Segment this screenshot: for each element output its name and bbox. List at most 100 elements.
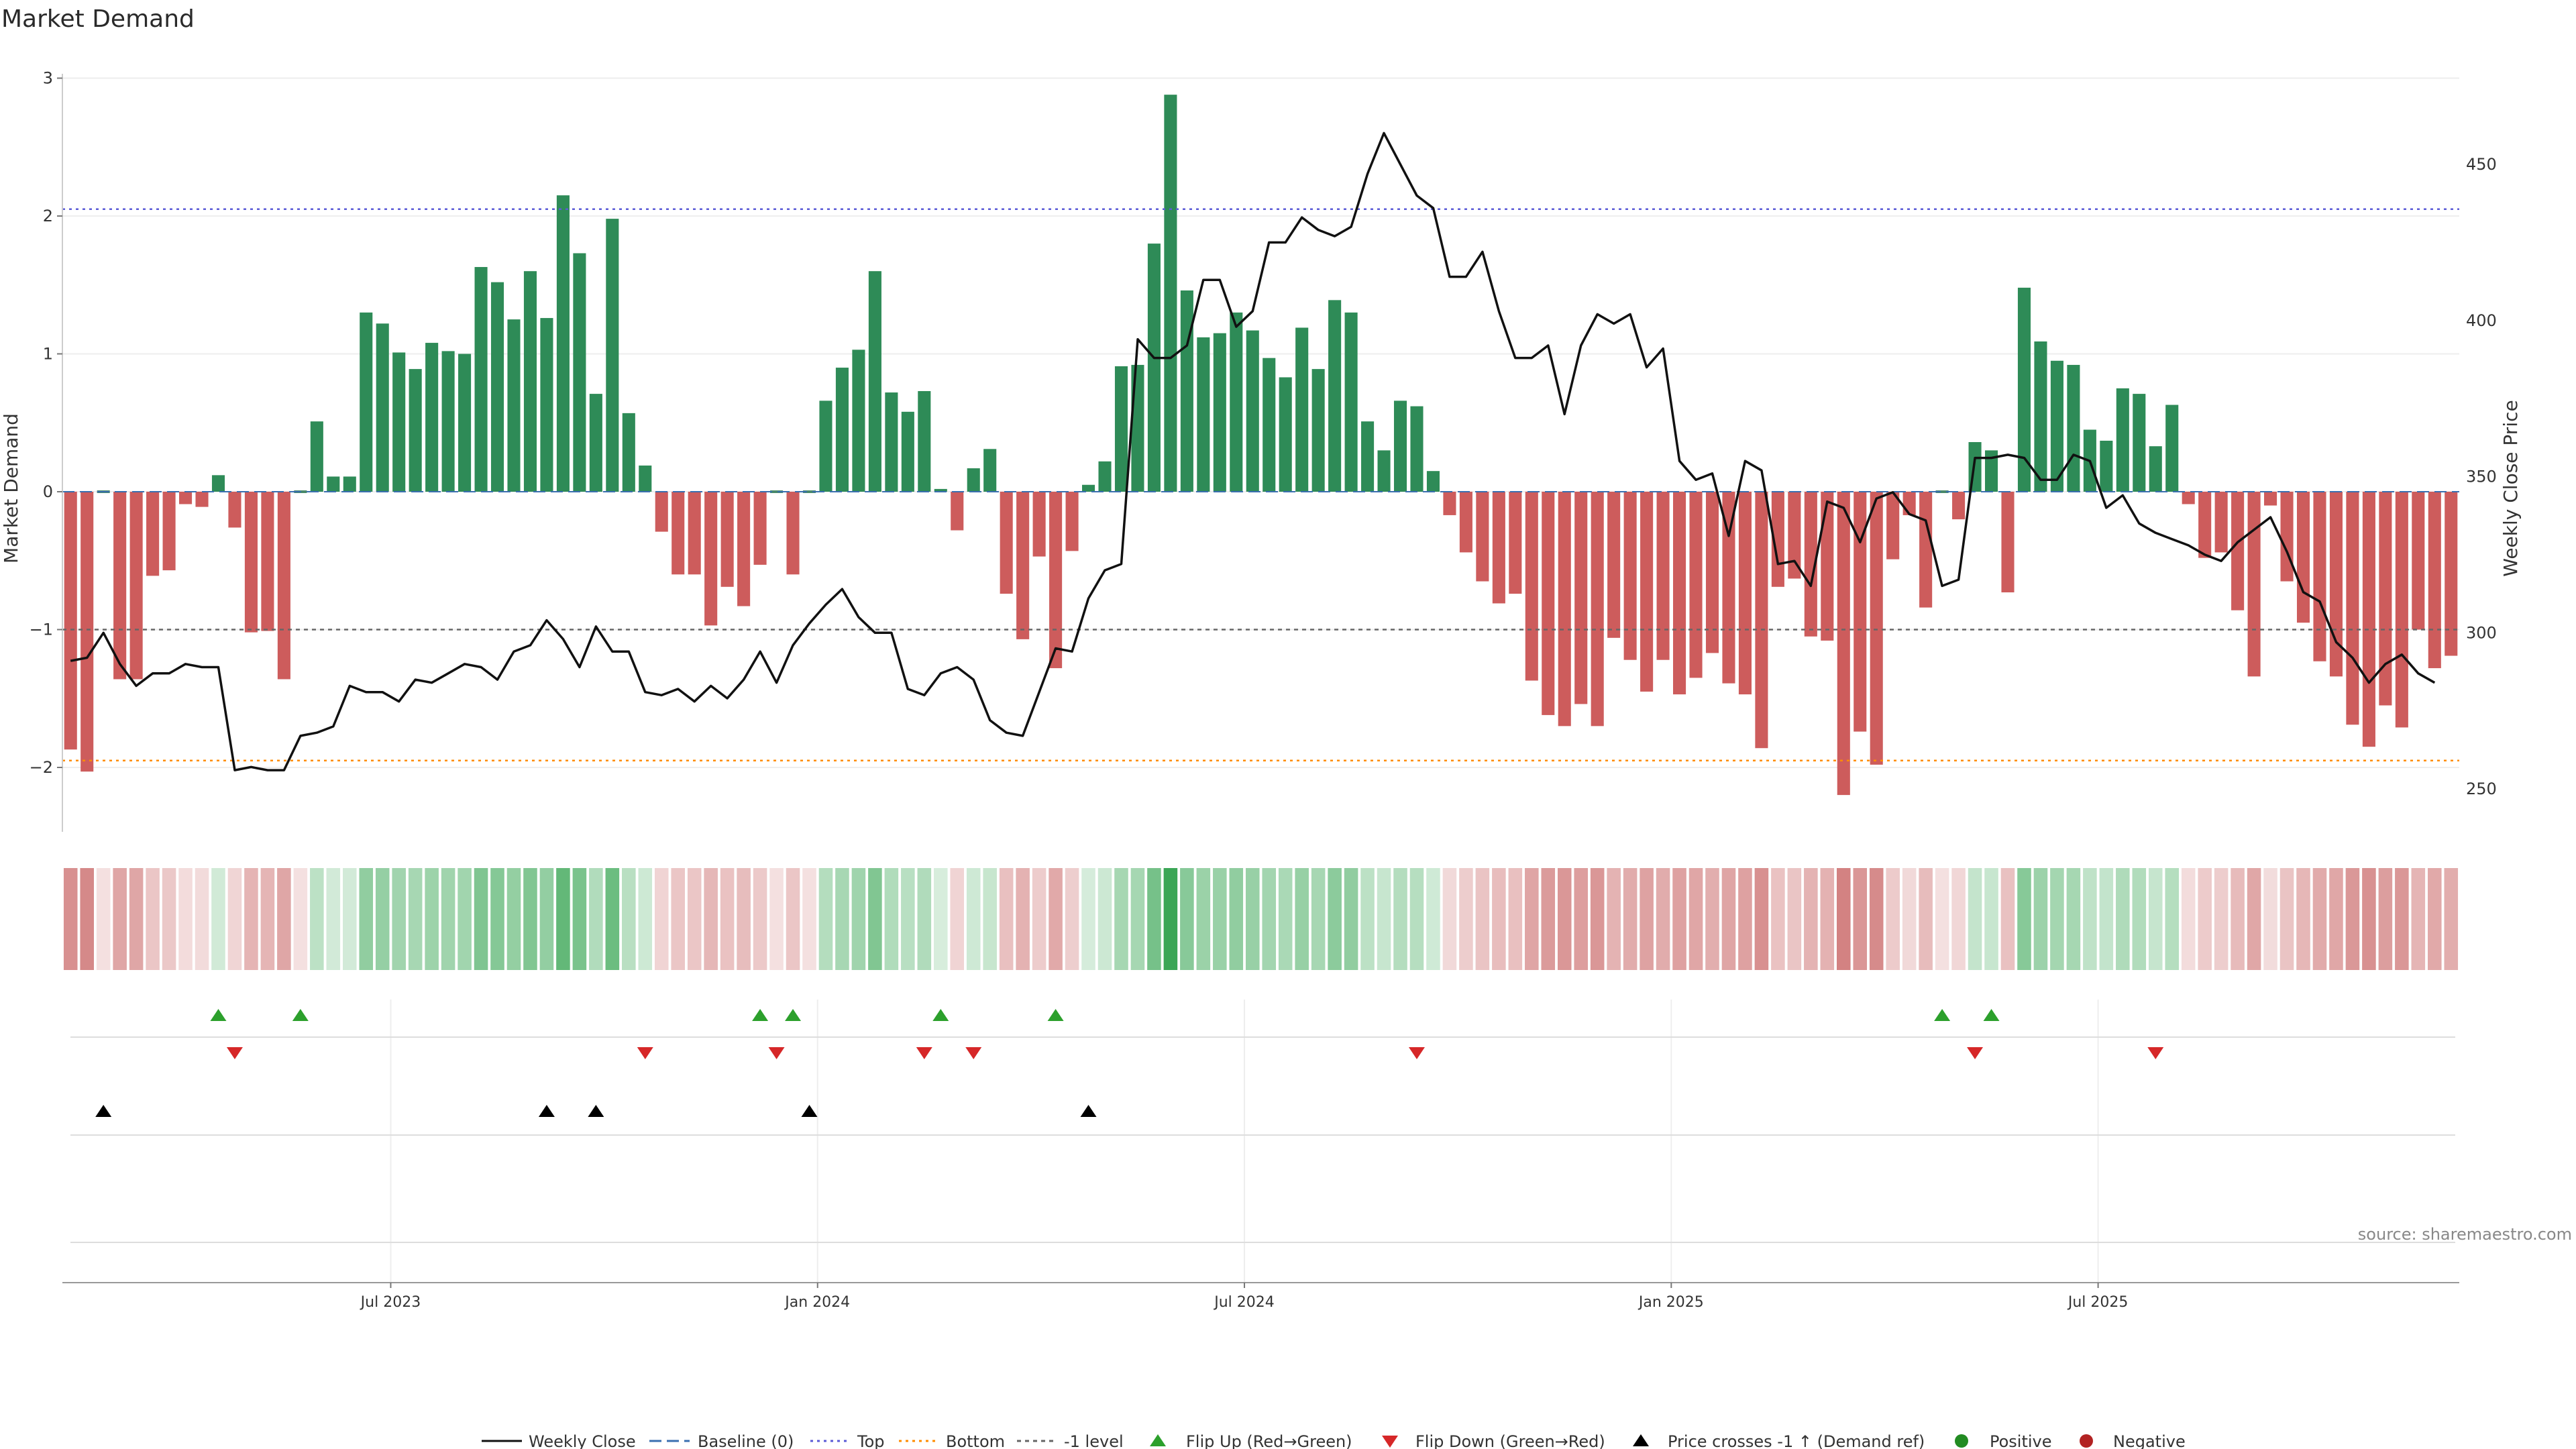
demand-bar [1870,492,1883,765]
demand-bar [1081,484,1095,492]
heat-cell [2296,868,2310,970]
heat-cell [2444,868,2459,970]
demand-bar [2198,492,2212,558]
demand-bar [327,476,340,492]
heat-cell [1065,868,1079,970]
heat-cell [2017,868,2031,970]
left-axis-label: Market Demand [0,413,22,564]
event-markers [95,1009,2164,1117]
heat-cell [2411,868,2426,970]
flip-up-marker [1047,1009,1064,1021]
heat-cell [2050,868,2064,970]
demand-bar [2247,492,2261,677]
heat-cell [129,868,144,970]
axes: 3 2 1 0 −1 −2 450 400 350 300 250 Jul 2023 Jan 2024 J… [30,69,2497,1311]
x-tick-label: Jan 2025 [1638,1294,1704,1311]
legend-positive: Positive [1990,1432,2052,1449]
heat-cell [1492,868,1506,970]
left-tick-label: 3 [43,69,53,88]
heat-cell [704,868,718,970]
heat-cell [572,868,587,970]
heat-cell [1229,868,1244,970]
heat-cell [146,868,160,970]
flip-down-marker [916,1047,932,1059]
demand-bar [1246,330,1259,492]
demand-bar [1984,450,1998,492]
heat-cell [1459,868,1473,970]
legend-flip-up: Flip Up (Red→Green) [1186,1432,1352,1449]
demand-bar [2395,492,2408,728]
heat-cell [983,868,997,970]
demand-bar [1098,461,1112,492]
heat-cell [654,868,669,970]
heat-cell [1213,868,1227,970]
demand-bar [1705,492,1719,653]
heat-cell [753,868,767,970]
heat-cell [1032,868,1046,970]
demand-bar [819,400,833,492]
heat-cell [2395,868,2409,970]
demand-bar [901,411,914,492]
demand-bar [392,352,406,492]
demand-bar [80,492,94,772]
heat-cell [1409,868,1424,970]
heat-cell [1130,868,1145,970]
heat-cell [556,868,570,970]
flip-up-marker [1934,1009,1951,1021]
demand-bar [1788,492,1801,579]
demand-bar [2017,287,2031,492]
demand-bar [1164,95,1177,492]
demand-bar [1049,492,1063,669]
demand-bar [688,492,701,575]
demand-bar [1410,406,1424,492]
demand-bar [720,492,734,587]
demand-bar [179,492,193,504]
heat-cell [1049,868,1063,970]
heat-cell [1787,868,1802,970]
demand-bar [540,318,553,492]
demand-bar [2379,492,2392,706]
heat-cell [1623,868,1638,970]
heat-cell [1393,868,1407,970]
heat-cell [671,868,686,970]
legend-negative-dot [2080,1434,2093,1448]
demand-bar [1689,492,1703,678]
demand-bar [490,282,504,492]
heat-cell [342,868,357,970]
heat-cell [1968,868,1982,970]
demand-bar [244,492,258,633]
demand-bar [2182,492,2195,504]
heat-cell [1640,868,1654,970]
demand-bar [343,476,356,492]
heat-cell [1114,868,1128,970]
heat-cell [474,868,488,970]
demand-bar [1935,490,1949,493]
flip-down-marker [1408,1047,1425,1059]
heat-cell [1738,868,1752,970]
heat-cell [1820,868,1835,970]
heat-cell [1016,868,1030,970]
legend-positive-dot [1955,1434,1968,1448]
demand-bar [1147,244,1161,492]
heat-cell [2000,868,2015,970]
heat-cell [1590,868,1605,970]
demand-bar [2034,341,2047,492]
heat-cell [1574,868,1588,970]
demand-bar [2296,492,2310,623]
demand-bar [2362,492,2375,747]
x-tick-label: Jul 2025 [2067,1294,2129,1311]
heat-cell [458,868,472,970]
heat-cell [178,868,193,970]
demand-bar [1180,290,1193,492]
demand-bar [195,492,209,507]
weekly-close-line [70,131,2436,771]
demand-bar [1476,492,1489,582]
flip-down-marker [2147,1047,2164,1059]
flip-up-marker [1983,1009,2000,1021]
flip-down-marker [226,1047,243,1059]
demand-bar [868,271,881,492]
demand-bar [2264,492,2277,506]
flip-up-marker [292,1009,309,1021]
demand-bar [2346,492,2359,725]
